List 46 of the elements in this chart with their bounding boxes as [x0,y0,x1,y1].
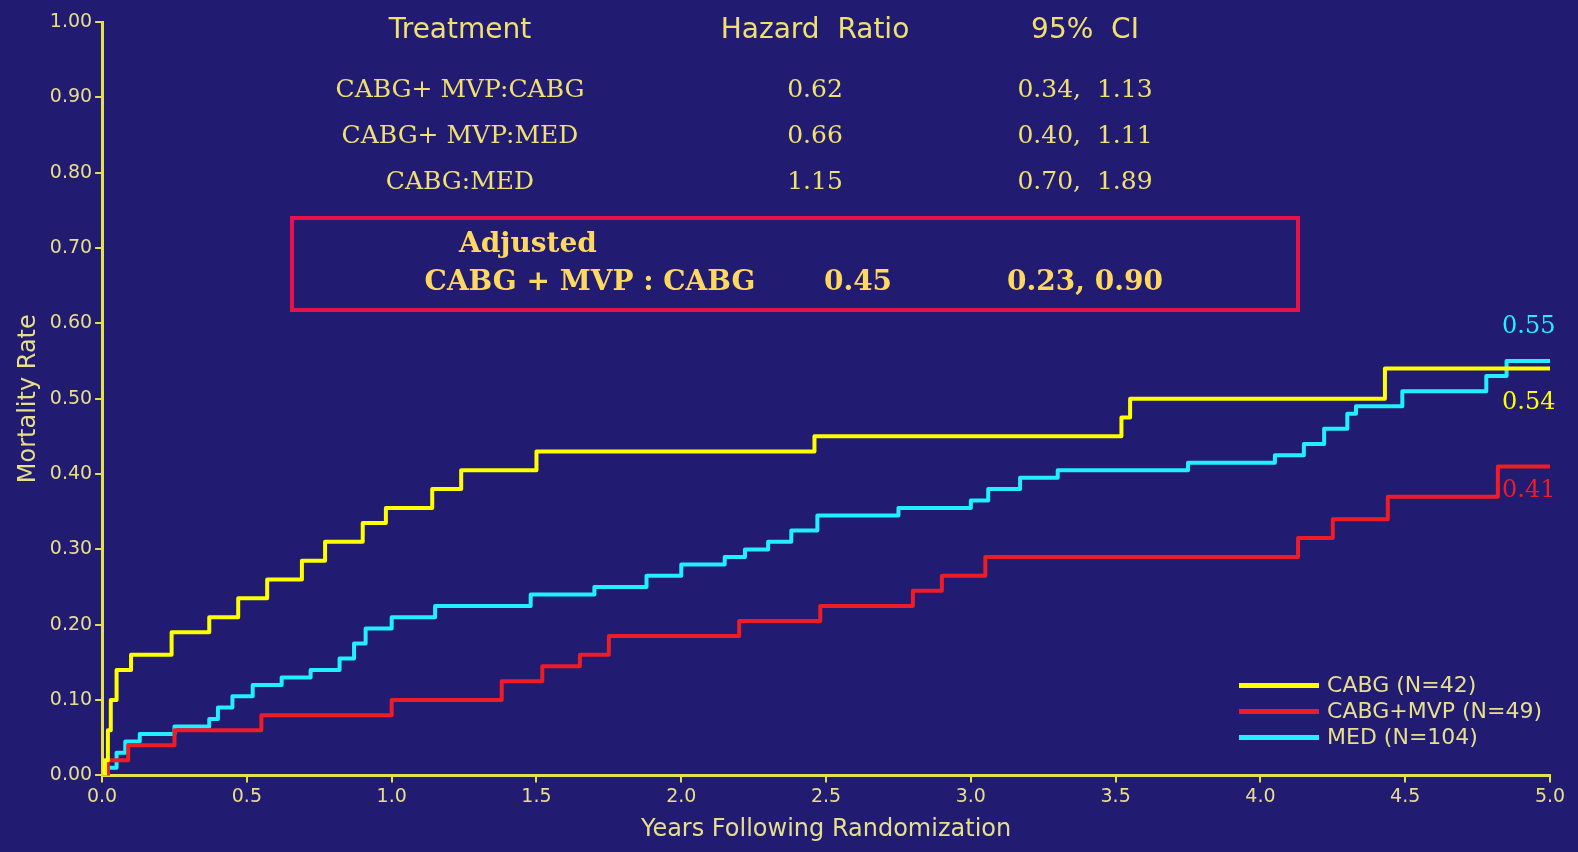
annotation: 0.62 [787,74,843,103]
legend-label: CABG+MVP (N=49) [1327,698,1542,724]
y-tick-label: 0.70 [49,234,93,257]
y-tick-label: 0.60 [49,310,93,333]
annotation: 0.70, 1.89 [1017,166,1153,195]
x-axis-title: Years Following Randomization [639,813,1012,842]
x-tick-label: 4.0 [1245,783,1276,806]
legend-label: MED (N=104) [1327,724,1479,750]
x-tick-label: 2.0 [666,783,697,806]
annotation: Adjusted [459,226,597,259]
annotation: CABG:MED [385,166,535,195]
annotation: 0.66 [787,120,843,149]
annotation: 0.34, 1.13 [1017,74,1153,103]
y-tick-label: 0.20 [49,611,93,634]
annotation: 95% CI [1031,12,1139,45]
annotation: Hazard Ratio [720,12,910,45]
x-tick-label: 4.5 [1390,783,1421,806]
data-label: 0.55 [1502,311,1556,340]
x-tick-label: 3.5 [1100,783,1131,806]
y-axis-title: Mortality Rate [12,314,41,484]
x-tick-label: 1.5 [521,783,552,806]
y-tick-label: 0.90 [49,84,93,107]
y-tick-label: 0.80 [49,159,93,182]
y-tick-label: 0.00 [49,762,93,785]
annotation: CABG + MVP : CABG [424,264,756,297]
annotation: 0.45 [823,264,893,297]
x-tick-label: 1.0 [376,783,407,806]
y-tick-label: 0.40 [49,460,93,483]
y-tick-label: 1.00 [49,8,93,31]
x-tick-label: 2.5 [810,783,842,806]
x-tick-label: 0.0 [87,783,118,806]
y-tick-label: 0.10 [49,687,93,709]
annotation: CABG+ MVP:CABG [335,74,585,103]
legend-label: CABG (N=42) [1327,672,1478,698]
y-tick-label: 0.50 [49,385,93,408]
data-label: 0.54 [1502,386,1556,415]
data-label: 0.41 [1502,474,1556,503]
annotation: 1.15 [787,166,843,195]
annotation: 0.23, 0.90 [1007,264,1163,297]
annotation: CABG+ MVP:MED [341,120,579,149]
y-tick-label: 0.30 [49,536,93,559]
x-tick-label: 5.0 [1534,783,1566,806]
x-tick-label: 0.5 [231,783,262,806]
annotation: Treatment [388,12,532,45]
x-tick-label: 3.0 [955,783,986,806]
annotation: 0.40, 1.11 [1017,120,1153,149]
